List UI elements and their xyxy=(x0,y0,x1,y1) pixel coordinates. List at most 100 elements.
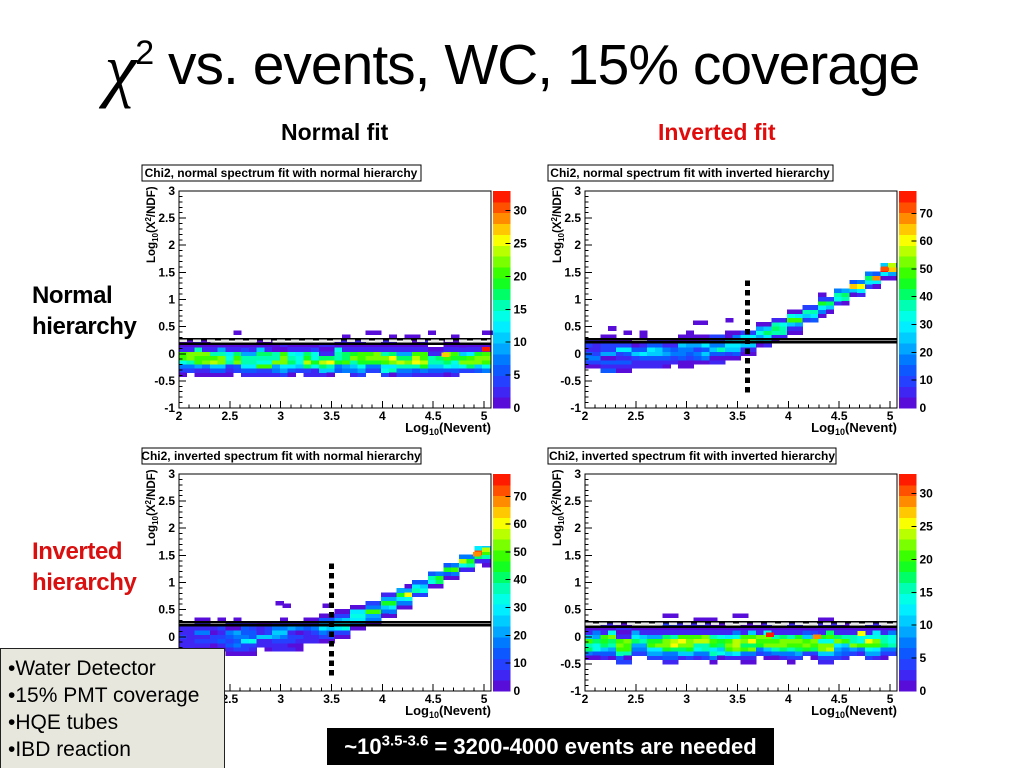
svg-text:3: 3 xyxy=(277,692,284,706)
svg-text:3: 3 xyxy=(168,184,175,198)
svg-text:3: 3 xyxy=(168,467,175,481)
svg-text:0: 0 xyxy=(168,630,175,644)
svg-text:-0.5: -0.5 xyxy=(560,657,581,671)
svg-text:1: 1 xyxy=(574,576,581,590)
svg-text:0: 0 xyxy=(168,347,175,361)
svg-text:3.5: 3.5 xyxy=(729,692,746,706)
svg-text:1: 1 xyxy=(574,293,581,307)
svg-text:0.5: 0.5 xyxy=(564,320,581,334)
svg-text:50: 50 xyxy=(920,262,934,276)
svg-text:3: 3 xyxy=(574,184,581,198)
svg-text:4: 4 xyxy=(379,692,386,706)
svg-text:2.5: 2.5 xyxy=(221,692,238,706)
svg-text:4: 4 xyxy=(785,409,792,423)
svg-text:Chi2, inverted spectrum fit wi: Chi2, inverted spectrum fit with inverte… xyxy=(549,449,835,463)
svg-text:-0.5: -0.5 xyxy=(560,374,581,388)
svg-text:2.5: 2.5 xyxy=(221,409,238,423)
svg-text:70: 70 xyxy=(920,206,934,220)
svg-text:1.5: 1.5 xyxy=(564,265,581,279)
svg-text:1.5: 1.5 xyxy=(158,548,175,562)
svg-text:25: 25 xyxy=(920,520,934,534)
svg-text:2: 2 xyxy=(582,409,589,423)
svg-text:3: 3 xyxy=(574,467,581,481)
svg-text:Log10(X2/NDF): Log10(X2/NDF) xyxy=(550,469,566,546)
svg-text:2: 2 xyxy=(168,521,175,535)
svg-text:4.5: 4.5 xyxy=(831,692,848,706)
svg-text:4: 4 xyxy=(379,409,386,423)
svg-text:5: 5 xyxy=(514,368,521,382)
svg-text:2.5: 2.5 xyxy=(158,494,175,508)
svg-text:15: 15 xyxy=(514,302,528,316)
svg-text:0: 0 xyxy=(514,684,521,698)
svg-text:Chi2, normal spectrum fit with: Chi2, normal spectrum fit with inverted … xyxy=(550,166,830,180)
svg-text:30: 30 xyxy=(920,318,934,332)
svg-text:50: 50 xyxy=(514,545,528,559)
svg-text:Log10(Nevent): Log10(Nevent) xyxy=(811,420,897,437)
svg-text:10: 10 xyxy=(514,656,528,670)
svg-text:0: 0 xyxy=(574,347,581,361)
svg-text:4.5: 4.5 xyxy=(425,409,442,423)
svg-text:0.5: 0.5 xyxy=(158,320,175,334)
svg-text:4.5: 4.5 xyxy=(425,692,442,706)
svg-text:Log10(Nevent): Log10(Nevent) xyxy=(405,703,491,720)
svg-text:3: 3 xyxy=(277,409,284,423)
svg-text:3.5: 3.5 xyxy=(323,409,340,423)
svg-text:Chi2, normal spectrum fit with: Chi2, normal spectrum fit with normal hi… xyxy=(145,166,418,180)
svg-text:3: 3 xyxy=(683,409,690,423)
svg-text:1: 1 xyxy=(168,576,175,590)
svg-text:2.5: 2.5 xyxy=(158,211,175,225)
svg-text:Log10(X2/NDF): Log10(X2/NDF) xyxy=(144,469,160,546)
svg-text:0.5: 0.5 xyxy=(158,603,175,617)
svg-text:Log10(Nevent): Log10(Nevent) xyxy=(811,703,897,720)
svg-text:2: 2 xyxy=(176,409,183,423)
svg-text:4: 4 xyxy=(785,692,792,706)
svg-text:1.5: 1.5 xyxy=(158,265,175,279)
svg-text:2: 2 xyxy=(582,692,589,706)
svg-text:0: 0 xyxy=(574,630,581,644)
svg-text:2.5: 2.5 xyxy=(564,211,581,225)
svg-text:3.5: 3.5 xyxy=(729,409,746,423)
svg-text:1.5: 1.5 xyxy=(564,548,581,562)
svg-text:30: 30 xyxy=(514,601,528,615)
svg-text:70: 70 xyxy=(514,489,528,503)
svg-text:40: 40 xyxy=(920,290,934,304)
svg-text:0.5: 0.5 xyxy=(564,603,581,617)
svg-text:Log10(X2/NDF): Log10(X2/NDF) xyxy=(144,186,160,263)
svg-text:5: 5 xyxy=(887,409,894,423)
svg-text:0: 0 xyxy=(514,401,521,415)
svg-text:5: 5 xyxy=(920,651,927,665)
svg-text:Log10(X2/NDF): Log10(X2/NDF) xyxy=(550,186,566,263)
svg-text:3: 3 xyxy=(683,692,690,706)
svg-text:20: 20 xyxy=(514,628,528,642)
svg-text:20: 20 xyxy=(514,270,528,284)
svg-text:-1: -1 xyxy=(570,684,581,698)
svg-text:-1: -1 xyxy=(164,401,175,415)
svg-text:1: 1 xyxy=(168,293,175,307)
svg-text:Log10(Nevent): Log10(Nevent) xyxy=(405,420,491,437)
svg-text:-1: -1 xyxy=(570,401,581,415)
svg-text:10: 10 xyxy=(920,618,934,632)
svg-text:0: 0 xyxy=(920,684,927,698)
svg-text:5: 5 xyxy=(887,692,894,706)
svg-text:-0.5: -0.5 xyxy=(154,374,175,388)
svg-text:40: 40 xyxy=(514,573,528,587)
svg-text:20: 20 xyxy=(920,553,934,567)
svg-text:2: 2 xyxy=(574,521,581,535)
svg-text:10: 10 xyxy=(514,335,528,349)
svg-text:10: 10 xyxy=(920,373,934,387)
svg-text:25: 25 xyxy=(514,237,528,251)
svg-text:60: 60 xyxy=(920,234,934,248)
svg-text:2.5: 2.5 xyxy=(628,409,645,423)
svg-text:60: 60 xyxy=(514,517,528,531)
svg-text:Chi2, inverted spectrum fit wi: Chi2, inverted spectrum fit with normal … xyxy=(141,449,421,463)
svg-text:5: 5 xyxy=(481,409,488,423)
svg-text:0: 0 xyxy=(920,401,927,415)
svg-text:5: 5 xyxy=(481,692,488,706)
svg-text:3.5: 3.5 xyxy=(323,692,340,706)
svg-text:30: 30 xyxy=(920,487,934,501)
svg-text:2.5: 2.5 xyxy=(628,692,645,706)
svg-text:2: 2 xyxy=(574,238,581,252)
svg-text:2.5: 2.5 xyxy=(564,494,581,508)
svg-text:15: 15 xyxy=(920,585,934,599)
svg-text:20: 20 xyxy=(920,345,934,359)
